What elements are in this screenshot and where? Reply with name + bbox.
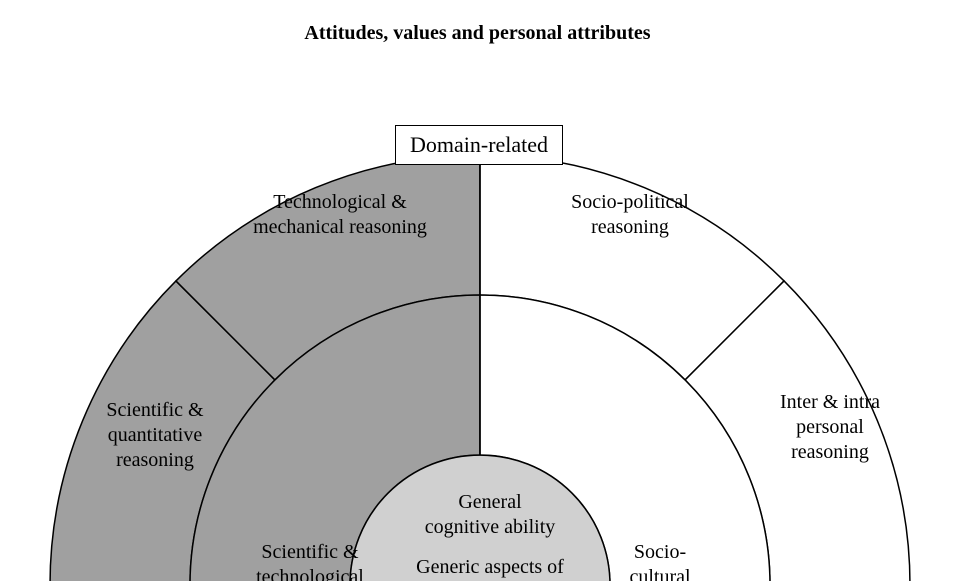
- outer-seg-socio-pol: Socio-political reasoning: [530, 190, 730, 240]
- page-title: Attitudes, values and personal attribute…: [0, 0, 955, 45]
- domain-related-box: Domain-related: [395, 125, 563, 165]
- concentric-diagram: Scientific & quantitative reasoning Tech…: [0, 45, 955, 581]
- outer-seg-sci-quant: Scientific & quantitative reasoning: [70, 398, 240, 473]
- inner-core-general: General cognitive ability: [395, 490, 585, 540]
- outer-seg-inter-intra: Inter & intra personal reasoning: [750, 390, 910, 465]
- middle-seg-sci-tech: Scientific & technological: [225, 540, 395, 581]
- inner-core-generic: Generic aspects of: [395, 555, 585, 580]
- middle-seg-socio-cultural: Socio- cultural: [595, 540, 725, 581]
- outer-seg-tech-mech: Technological & mechanical reasoning: [225, 190, 455, 240]
